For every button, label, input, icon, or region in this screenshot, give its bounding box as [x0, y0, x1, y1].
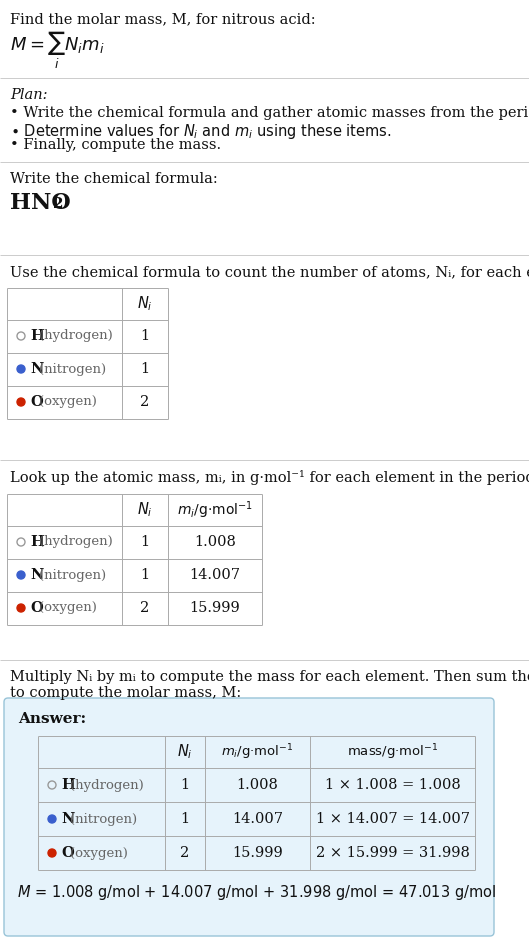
Text: (hydrogen): (hydrogen)	[39, 330, 112, 343]
Text: 1: 1	[140, 568, 150, 582]
Text: H: H	[30, 329, 44, 343]
Text: 15.999: 15.999	[189, 601, 240, 615]
Text: 15.999: 15.999	[232, 846, 283, 860]
Text: 1 × 14.007 = 14.007: 1 × 14.007 = 14.007	[315, 812, 470, 826]
Text: (nitrogen): (nitrogen)	[39, 363, 106, 376]
Text: Use the chemical formula to count the number of atoms, Nᵢ, for each element:: Use the chemical formula to count the nu…	[10, 265, 529, 279]
Text: O: O	[61, 846, 74, 860]
Text: (oxygen): (oxygen)	[39, 602, 96, 614]
Text: (hydrogen): (hydrogen)	[39, 535, 112, 548]
Text: (nitrogen): (nitrogen)	[39, 569, 106, 581]
Circle shape	[17, 398, 25, 406]
Text: N: N	[30, 568, 43, 582]
Text: $\bullet$ Determine values for $N_i$ and $m_i$ using these items.: $\bullet$ Determine values for $N_i$ and…	[10, 122, 391, 141]
Text: Plan:: Plan:	[10, 88, 48, 102]
Text: Write the chemical formula:: Write the chemical formula:	[10, 172, 218, 186]
Text: (oxygen): (oxygen)	[69, 847, 127, 859]
Text: Find the molar mass, M, for nitrous acid:: Find the molar mass, M, for nitrous acid…	[10, 12, 316, 26]
Text: 1: 1	[140, 535, 150, 549]
Text: Multiply Nᵢ by mᵢ to compute the mass for each element. Then sum those values: Multiply Nᵢ by mᵢ to compute the mass fo…	[10, 670, 529, 684]
Text: N: N	[61, 812, 75, 826]
Text: 2: 2	[53, 197, 63, 211]
Text: 14.007: 14.007	[232, 812, 283, 826]
Text: N: N	[30, 362, 43, 376]
Text: 1: 1	[180, 812, 189, 826]
Text: mass/g·mol$^{-1}$: mass/g·mol$^{-1}$	[346, 742, 438, 762]
Text: HNO: HNO	[10, 192, 71, 214]
Text: 2: 2	[180, 846, 189, 860]
Text: 2: 2	[140, 395, 150, 409]
Text: 2 × 15.999 = 31.998: 2 × 15.999 = 31.998	[316, 846, 469, 860]
Text: (hydrogen): (hydrogen)	[69, 778, 143, 791]
Circle shape	[48, 849, 56, 857]
Text: to compute the molar mass, M:: to compute the molar mass, M:	[10, 686, 241, 700]
Circle shape	[48, 815, 56, 823]
Text: 2: 2	[140, 601, 150, 615]
Text: (oxygen): (oxygen)	[39, 396, 96, 409]
Text: H: H	[61, 778, 75, 792]
Text: Answer:: Answer:	[18, 712, 86, 726]
Text: 1: 1	[140, 362, 150, 376]
Text: $M = \sum_i N_i m_i$: $M = \sum_i N_i m_i$	[10, 30, 104, 72]
FancyBboxPatch shape	[4, 698, 494, 936]
Text: (nitrogen): (nitrogen)	[69, 813, 136, 825]
Text: Look up the atomic mass, mᵢ, in g·mol⁻¹ for each element in the periodic table:: Look up the atomic mass, mᵢ, in g·mol⁻¹ …	[10, 470, 529, 485]
Text: $m_i$/g·mol$^{-1}$: $m_i$/g·mol$^{-1}$	[177, 499, 253, 521]
Text: H: H	[30, 535, 44, 549]
Text: $N_i$: $N_i$	[137, 500, 153, 519]
Text: 1.008: 1.008	[236, 778, 278, 792]
Text: $N_i$: $N_i$	[177, 742, 193, 761]
Circle shape	[17, 571, 25, 579]
Text: 1 × 1.008 = 1.008: 1 × 1.008 = 1.008	[325, 778, 460, 792]
Text: • Finally, compute the mass.: • Finally, compute the mass.	[10, 138, 221, 152]
Text: $N_i$: $N_i$	[137, 295, 153, 314]
Text: O: O	[30, 395, 43, 409]
Text: $M$ = 1.008 g/mol + 14.007 g/mol + 31.998 g/mol = 47.013 g/mol: $M$ = 1.008 g/mol + 14.007 g/mol + 31.99…	[17, 883, 496, 901]
Text: • Write the chemical formula and gather atomic masses from the periodic table.: • Write the chemical formula and gather …	[10, 106, 529, 120]
Text: 14.007: 14.007	[189, 568, 241, 582]
Text: O: O	[30, 601, 43, 615]
Text: 1.008: 1.008	[194, 535, 236, 549]
Text: 1: 1	[180, 778, 189, 792]
Text: 1: 1	[140, 329, 150, 343]
Text: $m_i$/g·mol$^{-1}$: $m_i$/g·mol$^{-1}$	[221, 742, 294, 762]
Circle shape	[17, 604, 25, 612]
Circle shape	[17, 365, 25, 373]
